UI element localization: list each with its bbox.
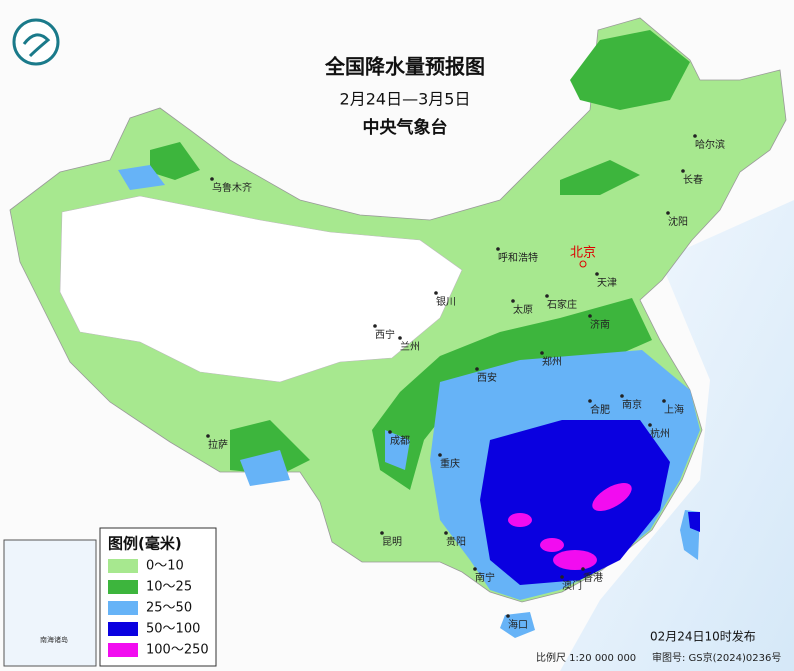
legend-label: 100～250 [146,643,209,658]
city-dot [511,299,515,303]
city-dot [620,394,624,398]
city-label: 合肥 [590,403,610,416]
city-label: 太原 [513,303,533,316]
city-dot [438,453,442,457]
city-dot [398,336,402,340]
logo-mark [22,33,51,58]
city-label: 南宁 [475,571,495,584]
inset-box [3,539,97,667]
city-dot [206,434,210,438]
region-100-250 [508,513,532,527]
city-dot [662,399,666,403]
city-label: 拉萨 [208,438,228,451]
region-10-25 [150,142,200,180]
region-50-100 [688,512,700,532]
city-dot [540,351,544,355]
city-label: 天津 [597,277,617,289]
issued: 02月24日10时发布 [650,629,756,644]
dry-area [59,195,463,383]
city-dot [473,567,477,571]
city-label: 重庆 [440,457,460,470]
city-label: 郑州 [542,355,562,368]
city-label: 哈尔滨 [695,138,725,151]
city-dot [380,531,384,535]
approval: 审图号: GS京(2024)0236号 [652,651,781,664]
city-dot [588,399,592,403]
city-dot [560,575,564,579]
city-dot [506,614,510,618]
city-label: 南京 [622,398,642,411]
city-label: 杭州 [650,427,670,440]
city-label: 西安 [477,371,497,384]
sea [560,200,794,671]
city-dot [444,531,448,535]
city-label: 上海 [664,403,684,416]
city-label: 昆明 [382,536,402,548]
city-dot [648,423,652,427]
city-label: 兰州 [400,340,420,353]
issuer: 中央气象台 [363,117,448,138]
city-dot [210,177,214,181]
city-dot [693,134,697,138]
city-label: 沈阳 [668,215,688,228]
city-label: 澳门 [562,579,582,592]
inset-title: 南海诸岛 [40,635,68,644]
scale: 比例尺 1:20 000 000 [536,651,636,664]
city-label: 海口 [508,618,528,631]
city-label: 呼和浩特 [498,252,538,264]
city-label: 石家庄 [547,298,577,311]
city-label: 贵阳 [446,535,466,548]
region-10-25 [570,30,690,110]
city-dot [373,324,377,328]
capital-dot [579,260,587,268]
legend-title: 图例(毫米) [108,535,182,553]
city-dot [681,169,685,173]
city-dot [496,247,500,251]
city-dot [545,294,549,298]
legend-swatch [108,580,138,594]
legend-swatch [108,601,138,615]
legend-swatch [108,622,138,636]
region-25-50 [118,165,165,190]
city-dot [588,314,592,318]
city-dot [388,430,392,434]
city-label: 乌鲁木齐 [212,181,252,194]
city-label: 银川 [436,295,456,308]
title: 全国降水量预报图 [324,55,485,79]
city-label: 西宁 [375,328,395,341]
legend-label: 10～25 [146,580,192,595]
region-100-250 [592,483,632,511]
period: 2月24日—3月5日 [340,90,471,109]
city-dot [595,272,599,276]
city-dot [475,367,479,371]
region-100-250 [540,538,564,552]
capital-label: 北京 [570,246,596,261]
city-dot [666,211,670,215]
region-10-25 [560,160,640,195]
legend-swatch [108,559,138,573]
city-label: 成都 [390,435,410,447]
logo [12,18,60,66]
city-label: 济南 [590,318,610,331]
legend-label: 50～100 [146,622,200,637]
city-label: 长春 [683,174,703,186]
region-10-25 [372,298,652,490]
legend-label: 0～10 [146,559,184,574]
region-50-100 [480,420,670,585]
city-dot [434,291,438,295]
city-label: 香港 [583,572,603,584]
region-25-50 [500,612,535,638]
region-25-50 [385,430,410,470]
region-25-50 [240,450,290,486]
legend-label: 25～50 [146,601,192,616]
region-100-250 [553,550,597,570]
legend-swatch [108,643,138,657]
city-dot [581,567,585,571]
